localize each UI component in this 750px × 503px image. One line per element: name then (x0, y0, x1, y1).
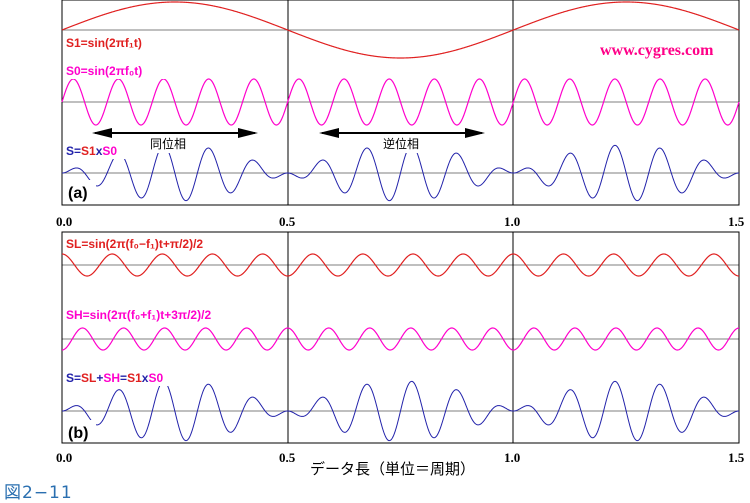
label-part: S1 (81, 144, 96, 158)
label-part: S= (66, 144, 81, 158)
panel-a-label: (a) (68, 185, 88, 202)
series-s-product-line (61, 144, 740, 202)
annotation-in-phase: 同位相 (150, 136, 186, 151)
panel-a-x-ticks: 0.0 0.5 1.0 1.5 (56, 214, 745, 229)
label-s1-bg (63, 33, 168, 51)
arrow-in-phase-left-head (92, 128, 112, 138)
arrow-anti-phase-right-head (465, 128, 485, 138)
label-sl-bg (63, 234, 273, 252)
annotation-anti-phase-bg (380, 135, 428, 153)
label-part: x (142, 371, 149, 385)
series-sl-line (61, 253, 740, 277)
panel-b-label: (b) (68, 425, 88, 442)
tick-label: 0.5 (279, 214, 296, 229)
label-s-sum: S=SL+SH=S1xS0 (66, 371, 163, 385)
label-sl: SL=sin(2π(f₀−f₁)t+π/2)/2 (66, 237, 203, 251)
series-sh-line (61, 327, 740, 351)
series-s-sum-line (61, 380, 740, 442)
label-part: S= (66, 371, 81, 385)
tick-label: 1.0 (504, 450, 520, 465)
tick-label: 1.0 (504, 214, 520, 229)
panel-b-x-ticks: 0.0 0.5 1.0 1.5 (56, 450, 745, 465)
tick-label: 0.0 (56, 214, 72, 229)
annotation-in-phase-bg (147, 135, 195, 153)
label-part: S0 (102, 144, 117, 158)
label-sh-bg (63, 305, 283, 323)
tick-label: 1.5 (728, 214, 745, 229)
label-s1: S1=sin(2πf₁t) (66, 36, 142, 50)
label-s-bg (63, 141, 131, 159)
label-s0: S0=sin(2πf₀t) (66, 64, 142, 78)
panel-b-frame (61, 231, 740, 444)
site-label: www.cygres.com (600, 42, 714, 59)
panel-b: SL=sin(2π(f₀−f₁)t+π/2)/2 SH=sin(2π(f₀+f₁… (61, 231, 740, 444)
annotation-anti-phase: 逆位相 (383, 136, 419, 151)
tick-label: 0.0 (56, 450, 72, 465)
label-part: S1 (127, 371, 142, 385)
label-part: S0 (148, 371, 163, 385)
label-part: x (96, 144, 103, 158)
panel-a-label-bg (64, 180, 96, 202)
tick-label: 0.5 (279, 450, 296, 465)
label-s0-bg (63, 61, 166, 79)
x-axis-label: データ長（単位＝周期） (310, 460, 475, 478)
figure-caption: 図2−11 (4, 483, 73, 503)
label-s-product: S=S1xS0 (66, 144, 117, 158)
arrow-in-phase-right-head (238, 128, 258, 138)
label-sh: SH=sin(2π(f₀+f₁)t+3π/2)/2 (66, 308, 211, 322)
label-s-sum-bg (63, 368, 198, 386)
label-part: SL (81, 371, 96, 385)
label-part: + (96, 371, 103, 385)
tick-label: 1.5 (728, 450, 745, 465)
panel-b-label-bg (64, 420, 96, 441)
series-s0-line (61, 78, 740, 126)
panel-a: S1=sin(2πf₁t) S0=sin(2πf₀t) S=S1xS0 www.… (61, 0, 740, 206)
label-part: SH (103, 371, 120, 385)
label-part: = (120, 371, 127, 385)
series-s1-line (61, 1, 740, 59)
arrow-anti-phase-left-head (319, 128, 339, 138)
